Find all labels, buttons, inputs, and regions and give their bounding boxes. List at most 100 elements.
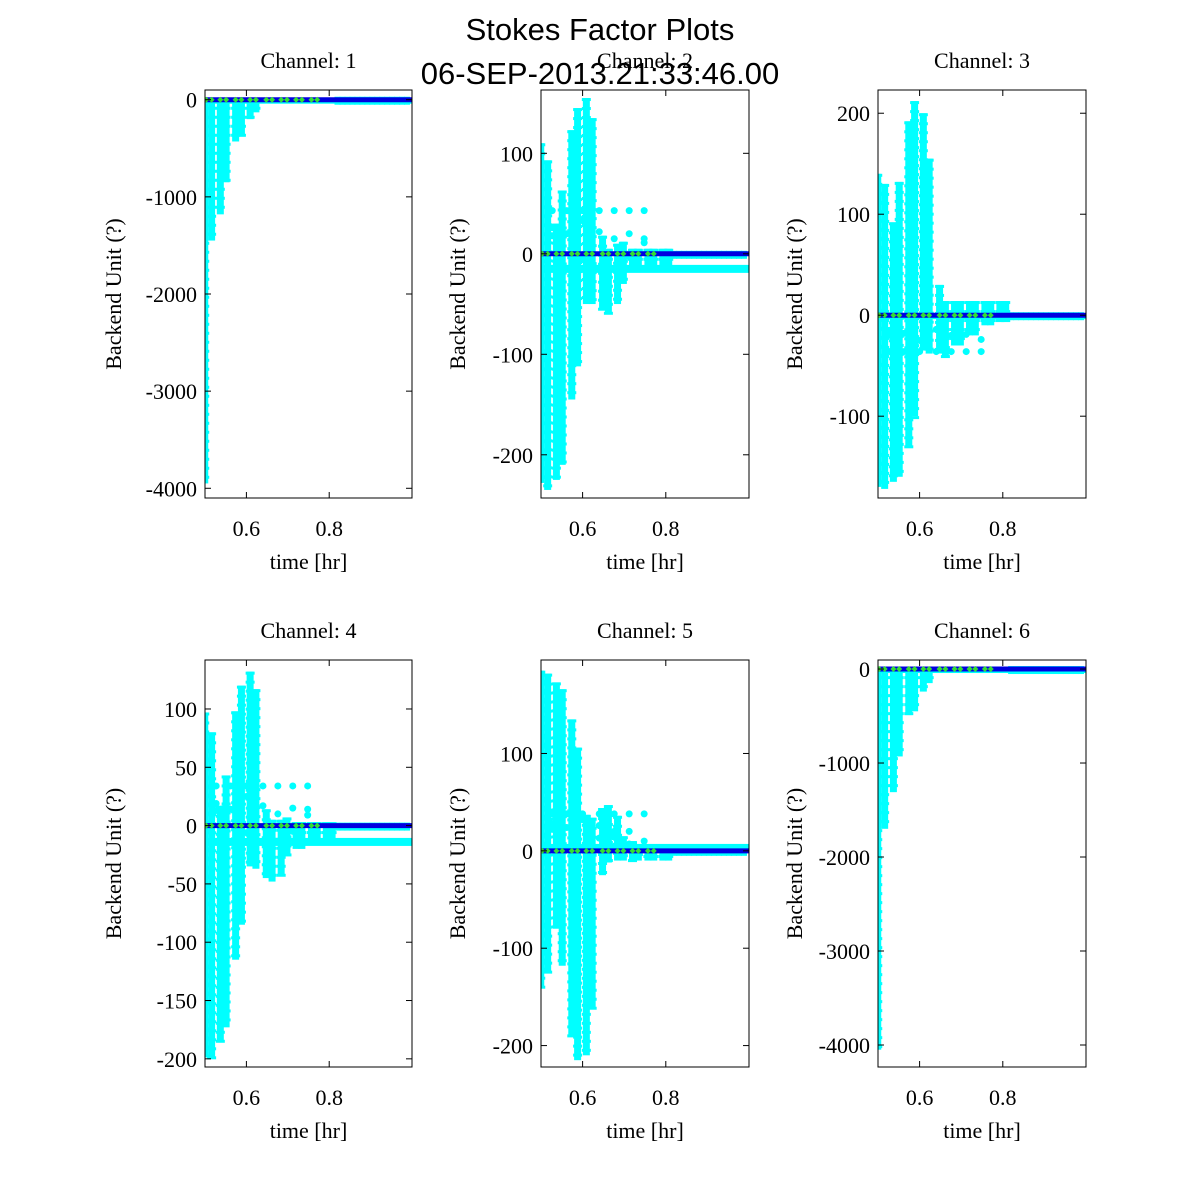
scatter-point (236, 820, 246, 824)
scatter-point (245, 707, 255, 711)
outlier-point (227, 805, 235, 813)
scatter-point (236, 919, 246, 923)
scatter-point (205, 973, 210, 977)
scatter-point (557, 451, 567, 455)
scatter-column (889, 667, 897, 793)
baseline-marker (583, 847, 590, 854)
scatter-point (910, 353, 920, 357)
scatter-point (573, 153, 583, 157)
scatter-point (878, 757, 883, 761)
scatter-point (231, 765, 241, 769)
scatter-point (880, 802, 890, 806)
scatter-point (924, 221, 934, 225)
scatter-point (918, 676, 928, 680)
x-axis-label: time [hr] (943, 1118, 1021, 1143)
baseline-marker (247, 822, 254, 829)
scatter-point (573, 747, 583, 751)
scatter-point (878, 200, 883, 204)
scatter-point (557, 325, 567, 329)
scatter-point (551, 880, 561, 884)
scatter-column (574, 108, 582, 367)
scatter-point (888, 694, 898, 698)
scatter-point (581, 859, 591, 863)
scatter-point (880, 291, 890, 295)
scatter-point (573, 180, 583, 184)
scatter-point (205, 874, 210, 878)
scatter-point (231, 945, 241, 949)
scatter-point (567, 881, 577, 885)
scatter-point (878, 434, 883, 438)
scatter-point (918, 185, 928, 189)
scatter-point (894, 433, 904, 437)
scatter-point (221, 802, 231, 806)
scatter-point (276, 846, 286, 850)
scatter-point (567, 1016, 577, 1020)
scatter-point (894, 181, 904, 185)
scatter-point (231, 936, 241, 940)
scatter-point (205, 730, 210, 734)
scatter-column (951, 301, 959, 346)
scatter-point (207, 1011, 217, 1015)
scatter-point (924, 284, 934, 288)
scatter-point (878, 299, 883, 303)
scatter-point (221, 793, 231, 797)
scatter-point (567, 782, 577, 786)
scatter-point (904, 193, 914, 197)
baseline-marker (881, 312, 888, 319)
baseline-marker (293, 822, 300, 829)
scatter-column (911, 101, 919, 417)
scatter-point (221, 946, 231, 950)
scatter-point (880, 390, 890, 394)
scatter-point (587, 898, 597, 902)
scatter-point (543, 475, 553, 479)
baseline-marker (208, 96, 215, 103)
scatter-point (613, 261, 623, 265)
scatter-point (215, 958, 225, 962)
scatter-point (543, 682, 553, 686)
scatter-point (551, 889, 561, 893)
scatter-point (581, 922, 591, 926)
scatter-point (557, 824, 567, 828)
scatter-point (995, 310, 1005, 314)
scatter-point (205, 259, 210, 263)
scatter-point (261, 872, 271, 876)
scatter-point (267, 864, 277, 868)
scatter-point (245, 770, 255, 774)
scatter-point (205, 784, 210, 788)
scatter-point (894, 280, 904, 284)
scatter-point (231, 124, 241, 128)
scatter-point (205, 241, 210, 245)
baseline-marker (896, 312, 903, 319)
scatter-point (904, 211, 914, 215)
scatter-point (205, 421, 210, 425)
scatter-point (880, 237, 890, 241)
scatter-point (573, 108, 583, 112)
scatter-point (261, 845, 271, 849)
scatter-point (888, 375, 898, 379)
scatter-point (267, 855, 277, 859)
scatter-point (894, 217, 904, 221)
scatter-point (567, 935, 577, 939)
baseline-marker (263, 822, 270, 829)
scatter-point (880, 354, 890, 358)
baseline-marker (987, 312, 994, 319)
scatter-point (251, 734, 261, 738)
scatter-point (215, 850, 225, 854)
scatter-point (221, 955, 231, 959)
scatter-point (910, 254, 920, 258)
scatter-point (207, 948, 217, 952)
scatter-point (573, 1008, 583, 1012)
scatter-point (573, 225, 583, 229)
scatter-point (541, 386, 546, 390)
scatter-point (541, 476, 546, 480)
scatter-point (215, 877, 225, 881)
scatter-point (231, 891, 241, 895)
y-tick-label: 0 (522, 242, 533, 267)
scatter-point (312, 831, 322, 835)
scatter-point (633, 844, 643, 848)
scatter-point (205, 403, 210, 407)
scatter-point (880, 309, 890, 313)
scatter-point (581, 125, 591, 129)
scatter-point (940, 310, 950, 314)
scatter-point (541, 359, 546, 363)
